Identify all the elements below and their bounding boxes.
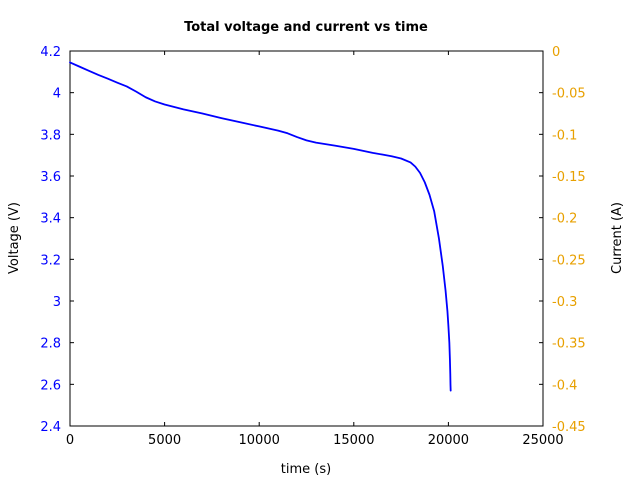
y-tick-label: 2.8 [40,337,61,352]
x-tick-label: 15000 [333,433,374,448]
y-axis-label: Voltage (V) [7,202,22,274]
y2-tick-label: -0.3 [552,295,577,310]
y-tick-label: 2.4 [40,420,61,435]
x-tick-label: 25000 [522,433,563,448]
y-tick-label: 2.6 [40,378,61,393]
y2-tick-label: -0.1 [552,128,577,143]
y2-tick-label: 0 [552,45,560,60]
y-tick-label: 3 [53,295,61,310]
y2-axis-label: Current (A) [610,202,625,274]
y-tick-label: 3.4 [40,212,61,227]
x-axis-label: time (s) [281,462,331,477]
y2-tick-label: -0.25 [552,253,586,268]
y2-tick-label: -0.4 [552,378,577,393]
y2-tick-label: -0.05 [552,87,586,102]
y2-tick-label: -0.45 [552,420,586,435]
plot-frame [69,50,544,427]
x-tick-label: 20000 [428,433,469,448]
plot-area: 0 5000 10000 15000 20000 25000 2.4 2.6 2.8 3 3.2 3.… [40,45,585,448]
y2-tick-label: -0.15 [552,170,586,185]
x-tick-label: 0 [66,433,74,448]
voltage-series-line [69,61,452,392]
y2-tick-label: -0.2 [552,212,577,227]
chart-title: Total voltage and current vs time [184,20,428,35]
y-tick-label: 3.2 [40,253,61,268]
y-tick-label: 4.2 [40,45,61,60]
y2-tick-label: -0.35 [552,337,586,352]
x-tick-label: 5000 [148,433,181,448]
y-tick-label: 3.8 [40,128,61,143]
y-tick-label: 3.6 [40,170,61,185]
tick-layer: 0 5000 10000 15000 20000 25000 2.4 2.6 2.8 3 3.2 3.… [40,45,585,448]
x-tick-label: 10000 [239,433,280,448]
y-tick-label: 4 [53,87,61,102]
series-layer [69,61,452,392]
